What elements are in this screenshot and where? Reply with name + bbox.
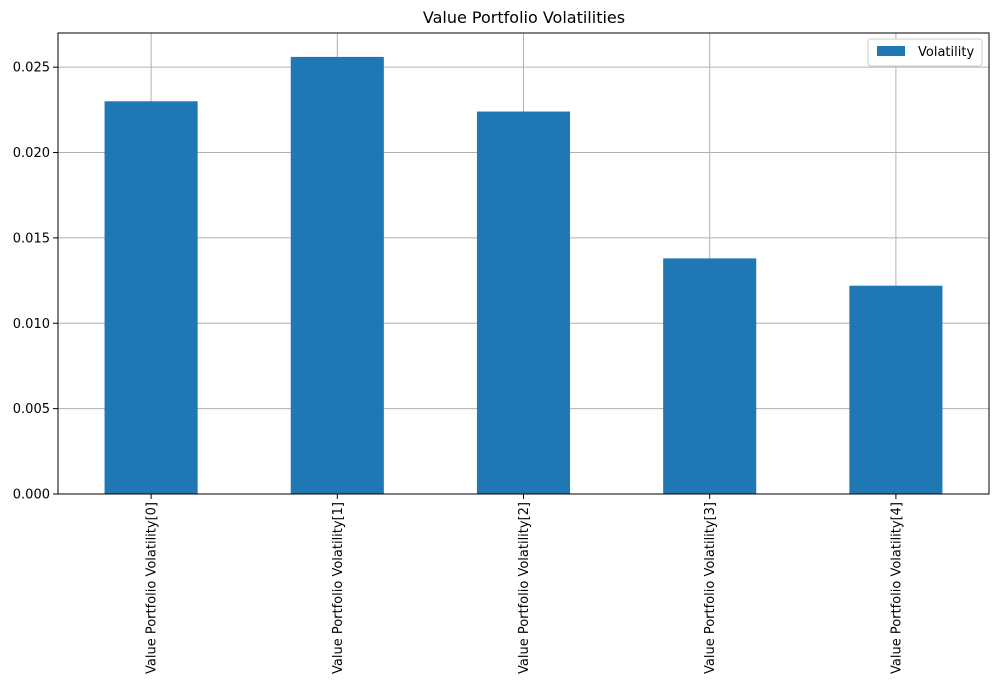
y-tick-label: 0.015 [13, 231, 50, 246]
legend-label: Volatility [918, 45, 974, 60]
bar [104, 101, 198, 494]
x-axis-ticks: Value Portfolio Volatility[0] Value Portf… [145, 494, 904, 674]
legend-frame [867, 38, 983, 67]
y-tick-label: 0.020 [13, 146, 50, 161]
legend-swatch [877, 46, 905, 56]
x-tick-label: Value Portfolio Volatility[4] [889, 502, 904, 674]
y-tick-label: 0.010 [13, 317, 50, 332]
chart-title: Value Portfolio Volatilities [423, 8, 625, 27]
bar [290, 56, 384, 494]
x-tick-label: Value Portfolio Volatility[1] [331, 502, 346, 674]
bar [849, 285, 943, 494]
y-axis-ticks: 0.000 0.005 0.010 0.015 0.020 0.025 [13, 61, 58, 503]
y-tick-label: 0.025 [13, 61, 50, 76]
x-tick-label: Value Portfolio Volatility[3] [703, 502, 718, 674]
y-tick-label: 0.005 [13, 402, 50, 417]
bar [476, 111, 571, 494]
legend: Volatility [867, 38, 983, 67]
x-tick-label: Value Portfolio Volatility[0] [145, 502, 160, 674]
y-tick-label: 0.000 [13, 488, 50, 503]
bar-series [104, 56, 943, 494]
x-tick-label: Value Portfolio Volatility[2] [517, 502, 532, 674]
bar [663, 258, 757, 494]
